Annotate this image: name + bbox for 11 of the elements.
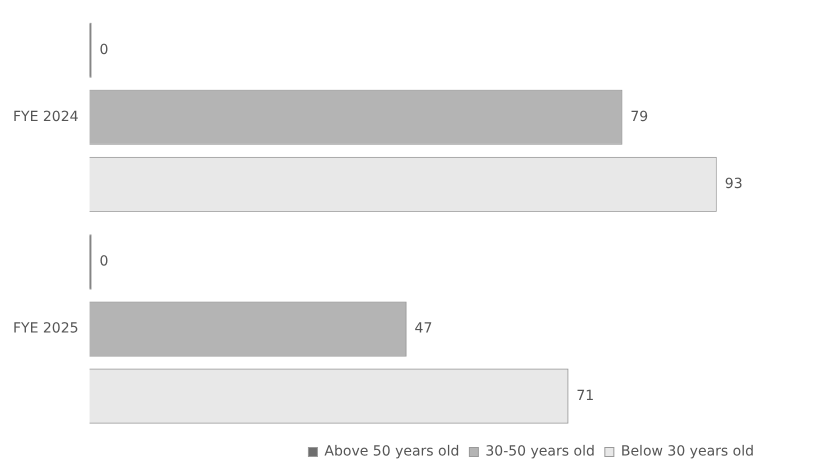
y-tick-label: FYE 2024 bbox=[13, 108, 79, 125]
data-label: 79 bbox=[630, 108, 648, 125]
y-tick-label: FYE 2025 bbox=[13, 320, 79, 337]
legend-label: 30-50 years old bbox=[485, 444, 595, 460]
legend-label: Below 30 years old bbox=[620, 444, 754, 460]
data-label: 71 bbox=[576, 388, 594, 404]
legend-label: Above 50 years old bbox=[324, 444, 460, 460]
data-label: 47 bbox=[414, 320, 432, 337]
data-label: 93 bbox=[724, 176, 743, 192]
data-label: 0 bbox=[100, 42, 108, 58]
data-label: 0 bbox=[100, 254, 108, 270]
